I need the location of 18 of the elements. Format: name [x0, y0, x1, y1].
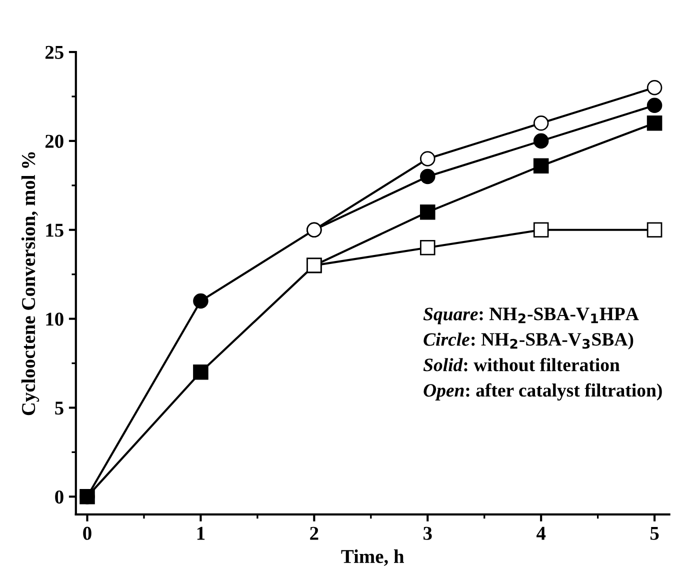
annotation: Open: after catalyst filtration)	[424, 383, 662, 401]
y-tick-label: 5	[55, 402, 64, 415]
x-axis-title: Time, h	[341, 549, 404, 566]
y-tick-label: 25	[45, 46, 64, 59]
x-tick-label: 4	[536, 526, 546, 540]
y-axis-title: Cyclooctene Conversion, mol %	[21, 152, 40, 416]
x-tick-label: 5	[650, 526, 659, 540]
x-tick-label: 2	[310, 526, 318, 540]
y-tick-label: 10	[46, 312, 64, 326]
annotation: Square: NH$_{2}$-SBA-V$_{1}$HPA	[423, 308, 639, 324]
x-tick-label: 3	[424, 526, 432, 540]
x-tick-label: 0	[83, 526, 92, 540]
x-tick-label: 1	[197, 526, 205, 540]
annotation: Circle: NH$_{2}$-SBA-V$_{3}$SBA)	[424, 332, 634, 350]
y-tick-label: 15	[46, 224, 64, 237]
annotation: Solid: without filteration	[423, 358, 620, 372]
y-tick-label: 20	[45, 134, 64, 148]
y-tick-label: 0	[55, 490, 64, 504]
